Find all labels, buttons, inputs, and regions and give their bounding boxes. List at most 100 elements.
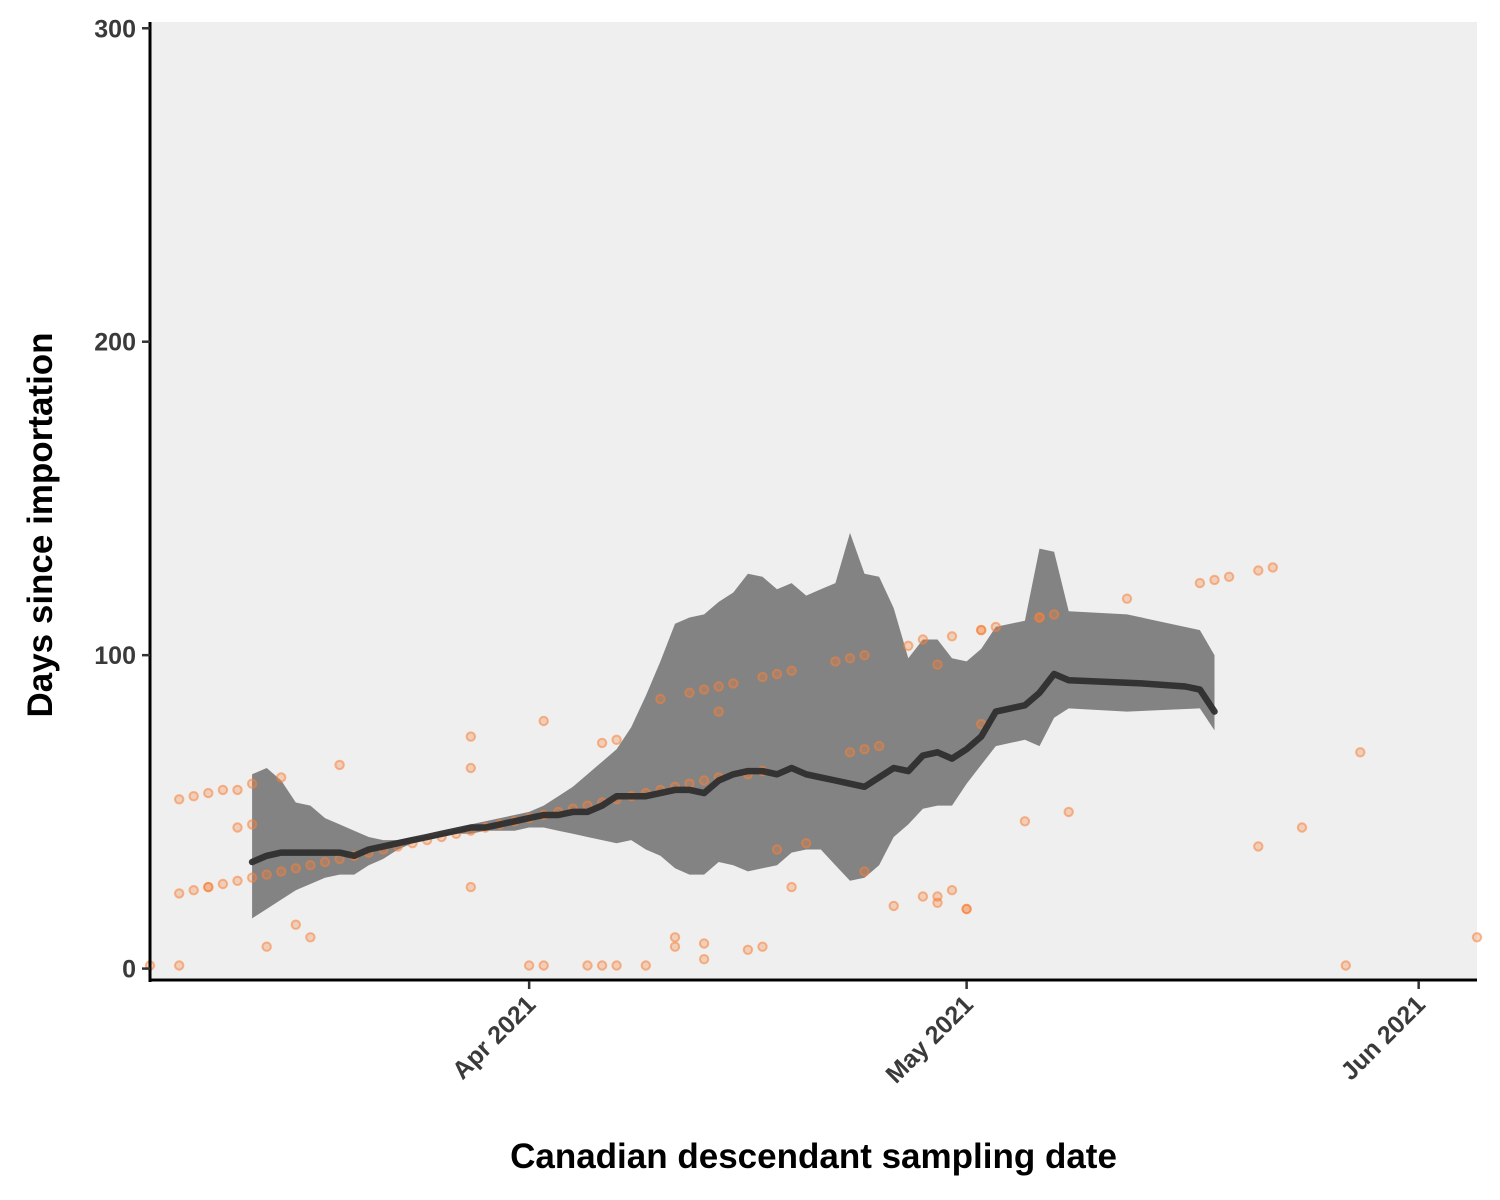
data-point bbox=[1019, 816, 1031, 827]
x-tick-label: Apr 2021 bbox=[447, 990, 542, 1085]
data-point bbox=[188, 885, 199, 896]
data-point bbox=[1209, 574, 1220, 586]
data-point bbox=[290, 863, 301, 874]
data-point bbox=[844, 747, 856, 758]
data-point bbox=[917, 634, 929, 645]
data-point bbox=[1340, 960, 1352, 971]
data-point bbox=[698, 938, 710, 949]
data-point bbox=[757, 671, 768, 683]
axes-layer bbox=[148, 22, 1477, 982]
data-point bbox=[1223, 571, 1235, 582]
data-point bbox=[465, 731, 476, 742]
data-point bbox=[698, 684, 710, 695]
data-point bbox=[873, 740, 885, 752]
data-point bbox=[217, 878, 229, 890]
data-point bbox=[203, 881, 214, 893]
y-axis-title: Days since importation bbox=[21, 332, 60, 717]
data-point bbox=[771, 844, 783, 855]
data-point bbox=[305, 932, 316, 943]
data-point bbox=[174, 888, 185, 899]
data-point bbox=[888, 900, 899, 912]
data-point bbox=[932, 659, 943, 670]
data-point bbox=[1048, 609, 1060, 620]
data-point bbox=[611, 734, 622, 745]
data-point bbox=[801, 838, 812, 849]
data-point bbox=[684, 687, 695, 698]
data-point bbox=[859, 650, 870, 661]
data-point bbox=[232, 822, 243, 833]
data-point bbox=[669, 932, 681, 943]
data-point bbox=[611, 960, 622, 971]
data-point bbox=[465, 881, 476, 893]
y-tick-label: 300 bbox=[94, 15, 136, 43]
data-point bbox=[728, 678, 739, 689]
data-point bbox=[640, 960, 651, 971]
data-point bbox=[698, 775, 710, 786]
data-point bbox=[538, 715, 549, 727]
data-point bbox=[946, 885, 958, 896]
trend-line bbox=[248, 670, 1218, 866]
data-point bbox=[859, 866, 870, 877]
data-point bbox=[261, 869, 272, 880]
data-point bbox=[1267, 562, 1279, 573]
data-point bbox=[232, 875, 243, 886]
y-tick-label: 0 bbox=[122, 956, 136, 984]
x-tick-label: May 2021 bbox=[880, 990, 978, 1088]
data-point bbox=[713, 706, 724, 717]
data-point bbox=[174, 960, 185, 971]
data-point bbox=[742, 944, 754, 955]
x-axis-title: Canadian descendant sampling date bbox=[510, 1137, 1117, 1176]
data-point bbox=[246, 819, 258, 830]
data-point bbox=[246, 872, 258, 883]
data-point bbox=[932, 897, 943, 908]
data-point bbox=[698, 954, 710, 965]
data-point bbox=[669, 941, 681, 952]
data-point bbox=[582, 960, 593, 971]
data-point bbox=[961, 903, 972, 915]
data-point bbox=[990, 621, 1001, 633]
data-point bbox=[465, 762, 476, 774]
y-tick-label: 200 bbox=[94, 329, 136, 357]
data-point bbox=[844, 653, 856, 664]
data-point bbox=[684, 778, 695, 789]
data-point bbox=[1296, 822, 1308, 833]
data-point bbox=[1355, 747, 1366, 758]
data-point bbox=[976, 624, 987, 636]
confidence-band-layer bbox=[252, 532, 1215, 919]
data-point bbox=[757, 941, 768, 952]
data-point bbox=[596, 737, 608, 749]
x-tick-label: Jun 2021 bbox=[1335, 990, 1431, 1086]
trend-line-layer bbox=[248, 670, 1218, 866]
data-point bbox=[188, 791, 199, 802]
data-point bbox=[1063, 806, 1074, 818]
data-point bbox=[771, 668, 783, 680]
data-point bbox=[946, 631, 958, 642]
data-point bbox=[538, 960, 549, 971]
data-point bbox=[232, 784, 243, 796]
data-point bbox=[246, 778, 258, 789]
data-point bbox=[786, 665, 797, 676]
data-point bbox=[903, 640, 914, 651]
data-point bbox=[655, 693, 666, 705]
data-point bbox=[859, 744, 870, 755]
data-point bbox=[174, 794, 185, 805]
data-point bbox=[1471, 932, 1483, 943]
confidence-band bbox=[252, 532, 1215, 919]
data-point bbox=[217, 784, 229, 796]
y-tick-label: 100 bbox=[94, 642, 136, 670]
y-axis-ticks: 0 100 200 300 bbox=[94, 15, 150, 984]
data-point bbox=[1121, 593, 1133, 604]
data-point bbox=[276, 772, 287, 783]
data-point bbox=[334, 759, 345, 771]
data-point bbox=[917, 891, 929, 902]
data-point bbox=[596, 960, 608, 971]
data-point bbox=[523, 960, 535, 971]
data-point bbox=[1034, 612, 1045, 623]
data-point bbox=[290, 919, 301, 930]
data-point bbox=[261, 941, 272, 952]
data-point bbox=[1253, 841, 1264, 852]
data-point bbox=[1253, 565, 1264, 576]
data-point bbox=[319, 856, 331, 868]
